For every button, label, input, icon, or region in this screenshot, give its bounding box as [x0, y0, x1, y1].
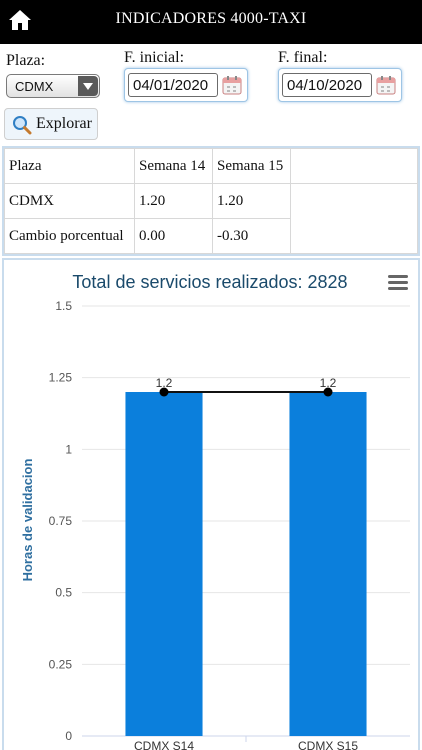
table-cell: 0.00 — [134, 218, 213, 254]
end-date-field — [278, 68, 402, 102]
explore-button[interactable]: Explorar — [4, 108, 98, 140]
chart-title: Total de servicios realizados: 2828 — [72, 272, 347, 292]
table-header-row: Plaza Semana 14 Semana 15 — [4, 148, 418, 184]
bar-chart: Total de servicios realizados: 2828 Hora… — [20, 272, 410, 750]
y-axis-label: Horas de validacion — [20, 459, 35, 582]
start-date-field — [124, 68, 248, 102]
table-empty-cell — [290, 148, 418, 184]
table-header-cell: Semana 14 — [134, 148, 213, 184]
table-row: CDMX 1.20 1.20 — [4, 183, 418, 254]
calendar-icon[interactable] — [222, 75, 242, 95]
data-label: 1.2 — [156, 376, 173, 390]
plaza-select-value: CDMX — [15, 79, 54, 94]
y-tick-label: 1.5 — [55, 299, 72, 313]
table-cell: Cambio porcentual — [4, 218, 135, 254]
chart-panel: Total de servicios realizados: 2828 Hora… — [2, 258, 420, 750]
hamburger-menu-icon[interactable] — [388, 275, 408, 290]
home-icon[interactable] — [8, 9, 32, 31]
plaza-label: Plaza: — [6, 52, 46, 69]
y-tick-label: 1 — [65, 442, 72, 456]
table-cell: -0.30 — [212, 218, 291, 254]
y-tick-label: 0.75 — [49, 514, 73, 528]
search-icon — [13, 116, 32, 135]
start-date-label: F. inicial: — [124, 49, 185, 66]
end-date-input[interactable] — [282, 73, 372, 97]
explore-button-label: Explorar — [36, 115, 92, 132]
start-date-input[interactable] — [128, 73, 218, 97]
series-point — [323, 387, 333, 397]
end-date-label: F. final: — [278, 49, 328, 66]
y-tick-label: 1.25 — [49, 371, 73, 385]
y-tick-label: 0.5 — [55, 586, 72, 600]
page-title: INDICADORES 4000-TAXI — [115, 10, 307, 27]
table-header-cell: Plaza — [4, 148, 135, 184]
x-tick-label: CDMX S15 — [298, 739, 358, 750]
results-table: Plaza Semana 14 Semana 15 CDMX 1.20 1.20… — [2, 146, 420, 256]
bar — [289, 392, 367, 736]
y-tick-label: 0 — [65, 729, 72, 743]
table-cell: 1.20 — [134, 183, 213, 219]
table-cell: CDMX — [4, 183, 135, 219]
series-point — [159, 387, 169, 397]
calendar-icon[interactable] — [376, 75, 396, 95]
data-label: 1.2 — [320, 376, 337, 390]
chevron-down-icon[interactable] — [78, 76, 98, 96]
table-empty-cell — [290, 183, 418, 254]
table-row: Cambio porcentual 0.00 -0.30 — [4, 218, 418, 254]
y-tick-label: 0.25 — [49, 657, 73, 671]
x-tick-label: CDMX S14 — [134, 739, 194, 750]
table-header-cell: Semana 15 — [212, 148, 291, 184]
app-header: INDICADORES 4000-TAXI — [0, 0, 422, 44]
plaza-select[interactable]: CDMX — [6, 74, 100, 98]
table-cell: 1.20 — [212, 183, 291, 219]
bar — [125, 392, 203, 736]
